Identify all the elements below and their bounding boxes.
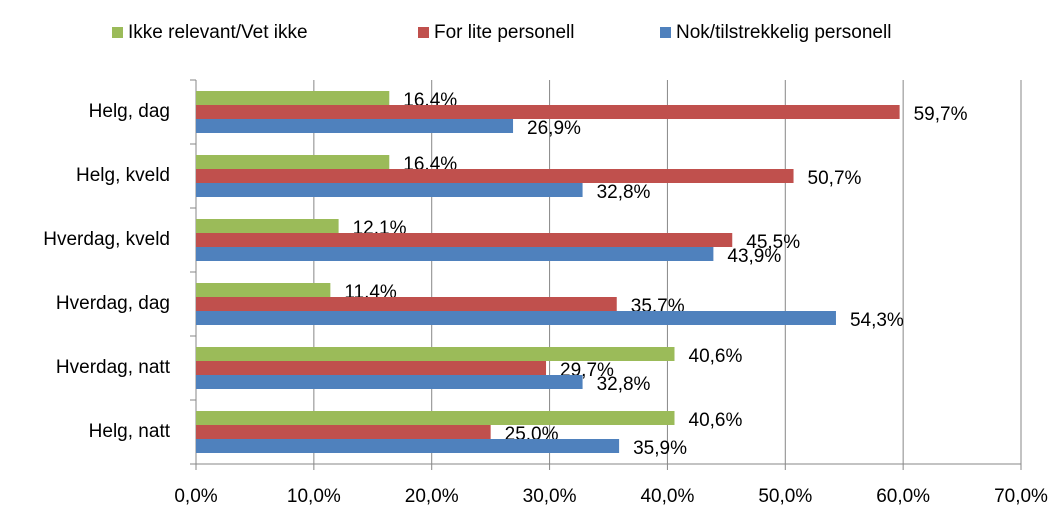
legend-swatch [112, 27, 123, 38]
bar [196, 375, 583, 389]
bar [196, 283, 331, 297]
x-tick-label: 70,0% [994, 486, 1048, 507]
y-tick-label: Hverdag, natt [56, 357, 171, 378]
x-tick-label: 50,0% [758, 486, 812, 507]
y-tick-label: Helg, natt [89, 421, 171, 442]
bar [196, 233, 733, 247]
value-label: 32,8% [597, 182, 651, 203]
y-tick-label: Helg, kveld [76, 165, 170, 186]
x-tick-label: 30,0% [523, 486, 577, 507]
y-tick-label: Hverdag, kveld [43, 229, 170, 250]
y-tick-label: Hverdag, dag [56, 293, 170, 314]
value-label: 50,7% [808, 168, 862, 189]
value-label: 59,7% [914, 104, 968, 125]
value-label: 40,6% [689, 410, 743, 431]
bar [196, 183, 583, 197]
legend-swatch [418, 27, 429, 38]
x-tick-label: 0,0% [174, 486, 217, 507]
bar [196, 311, 836, 325]
bar [196, 91, 390, 105]
bar [196, 297, 617, 311]
bar [196, 169, 794, 183]
value-label: 43,9% [727, 246, 781, 267]
value-label: 54,3% [850, 310, 904, 331]
bar [196, 439, 620, 453]
x-tick-label: 60,0% [876, 486, 930, 507]
value-label: 35,9% [633, 438, 687, 459]
bar [196, 219, 339, 233]
bar [196, 155, 390, 169]
x-tick-label: 10,0% [287, 486, 341, 507]
bar [196, 347, 675, 361]
legend-label: Nok/tilstrekkelig personell [676, 22, 891, 43]
bar [196, 411, 675, 425]
bar [196, 361, 547, 375]
value-label: 26,9% [527, 118, 581, 139]
x-tick-label: 40,0% [640, 486, 694, 507]
bar [196, 425, 491, 439]
value-label: 32,8% [597, 374, 651, 395]
y-tick-label: Helg, dag [89, 101, 170, 122]
legend-swatch [660, 27, 671, 38]
value-label: 45,5% [746, 232, 800, 253]
bar [196, 119, 514, 133]
legend-label: For lite personell [434, 22, 574, 43]
x-tick-label: 20,0% [405, 486, 459, 507]
value-label: 40,6% [689, 346, 743, 367]
legend-label: Ikke relevant/Vet ikke [128, 22, 308, 43]
bar [196, 247, 714, 261]
bar [196, 105, 900, 119]
